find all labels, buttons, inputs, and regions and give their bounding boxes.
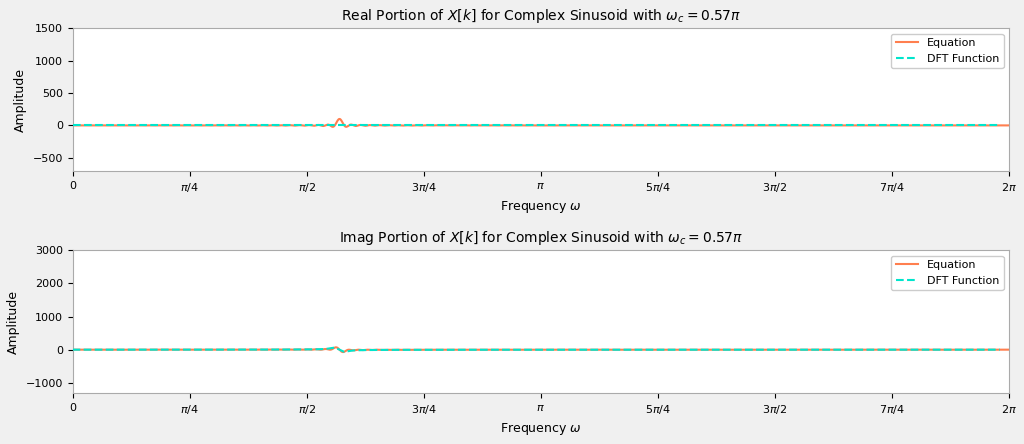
Equation [976, 123, 988, 128]
Title: Real Portion of $X[k]$ for Complex Sinusoid with $\omega_c = 0.57\pi$: Real Portion of $X[k]$ for Complex Sinus… [341, 7, 740, 25]
Equation [498, 123, 510, 128]
DFT Function [329, 345, 341, 350]
Equation [1002, 347, 1015, 353]
Equation [330, 345, 342, 350]
Equation [115, 123, 127, 128]
Legend: Equation, DFT Function: Equation, DFT Function [891, 256, 1004, 290]
Y-axis label: Amplitude: Amplitude [7, 289, 19, 353]
Title: Imag Portion of $X[k]$ for Complex Sinusoid with $\omega_c = 0.57\pi$: Imag Portion of $X[k]$ for Complex Sinus… [339, 229, 742, 247]
Equation [1002, 123, 1015, 128]
Y-axis label: Amplitude: Amplitude [14, 67, 27, 131]
DFT Function [338, 349, 350, 354]
Legend: Equation, DFT Function: Equation, DFT Function [891, 34, 1004, 68]
DFT Function [67, 347, 79, 353]
Equation [337, 349, 349, 355]
Equation [805, 123, 817, 128]
Equation [976, 347, 988, 353]
Equation [498, 347, 510, 353]
Equation [805, 347, 817, 353]
X-axis label: Frequency $\omega$: Frequency $\omega$ [500, 421, 582, 437]
X-axis label: Frequency $\omega$: Frequency $\omega$ [500, 199, 582, 215]
Equation [115, 347, 127, 353]
Equation [334, 116, 346, 122]
Equation [340, 124, 352, 130]
Equation [522, 123, 535, 128]
DFT Function [329, 123, 341, 128]
DFT Function [282, 347, 294, 352]
DFT Function [966, 123, 978, 128]
DFT Function [245, 123, 257, 128]
DFT Function [937, 347, 949, 353]
DFT Function [638, 123, 650, 128]
Equation [67, 347, 79, 353]
Equation [976, 347, 988, 353]
DFT Function [993, 347, 1006, 353]
DFT Function [966, 347, 978, 353]
Equation [67, 123, 79, 128]
DFT Function [563, 347, 575, 353]
DFT Function [937, 123, 949, 128]
DFT Function [638, 347, 650, 353]
DFT Function [245, 347, 257, 352]
Equation [522, 347, 535, 353]
DFT Function [993, 123, 1006, 128]
DFT Function [563, 123, 575, 128]
Line: Equation: Equation [73, 347, 1009, 352]
Line: Equation: Equation [73, 119, 1009, 127]
Line: DFT Function: DFT Function [73, 348, 999, 352]
Equation [976, 123, 988, 128]
DFT Function [282, 123, 294, 128]
DFT Function [338, 123, 350, 128]
DFT Function [67, 123, 79, 128]
